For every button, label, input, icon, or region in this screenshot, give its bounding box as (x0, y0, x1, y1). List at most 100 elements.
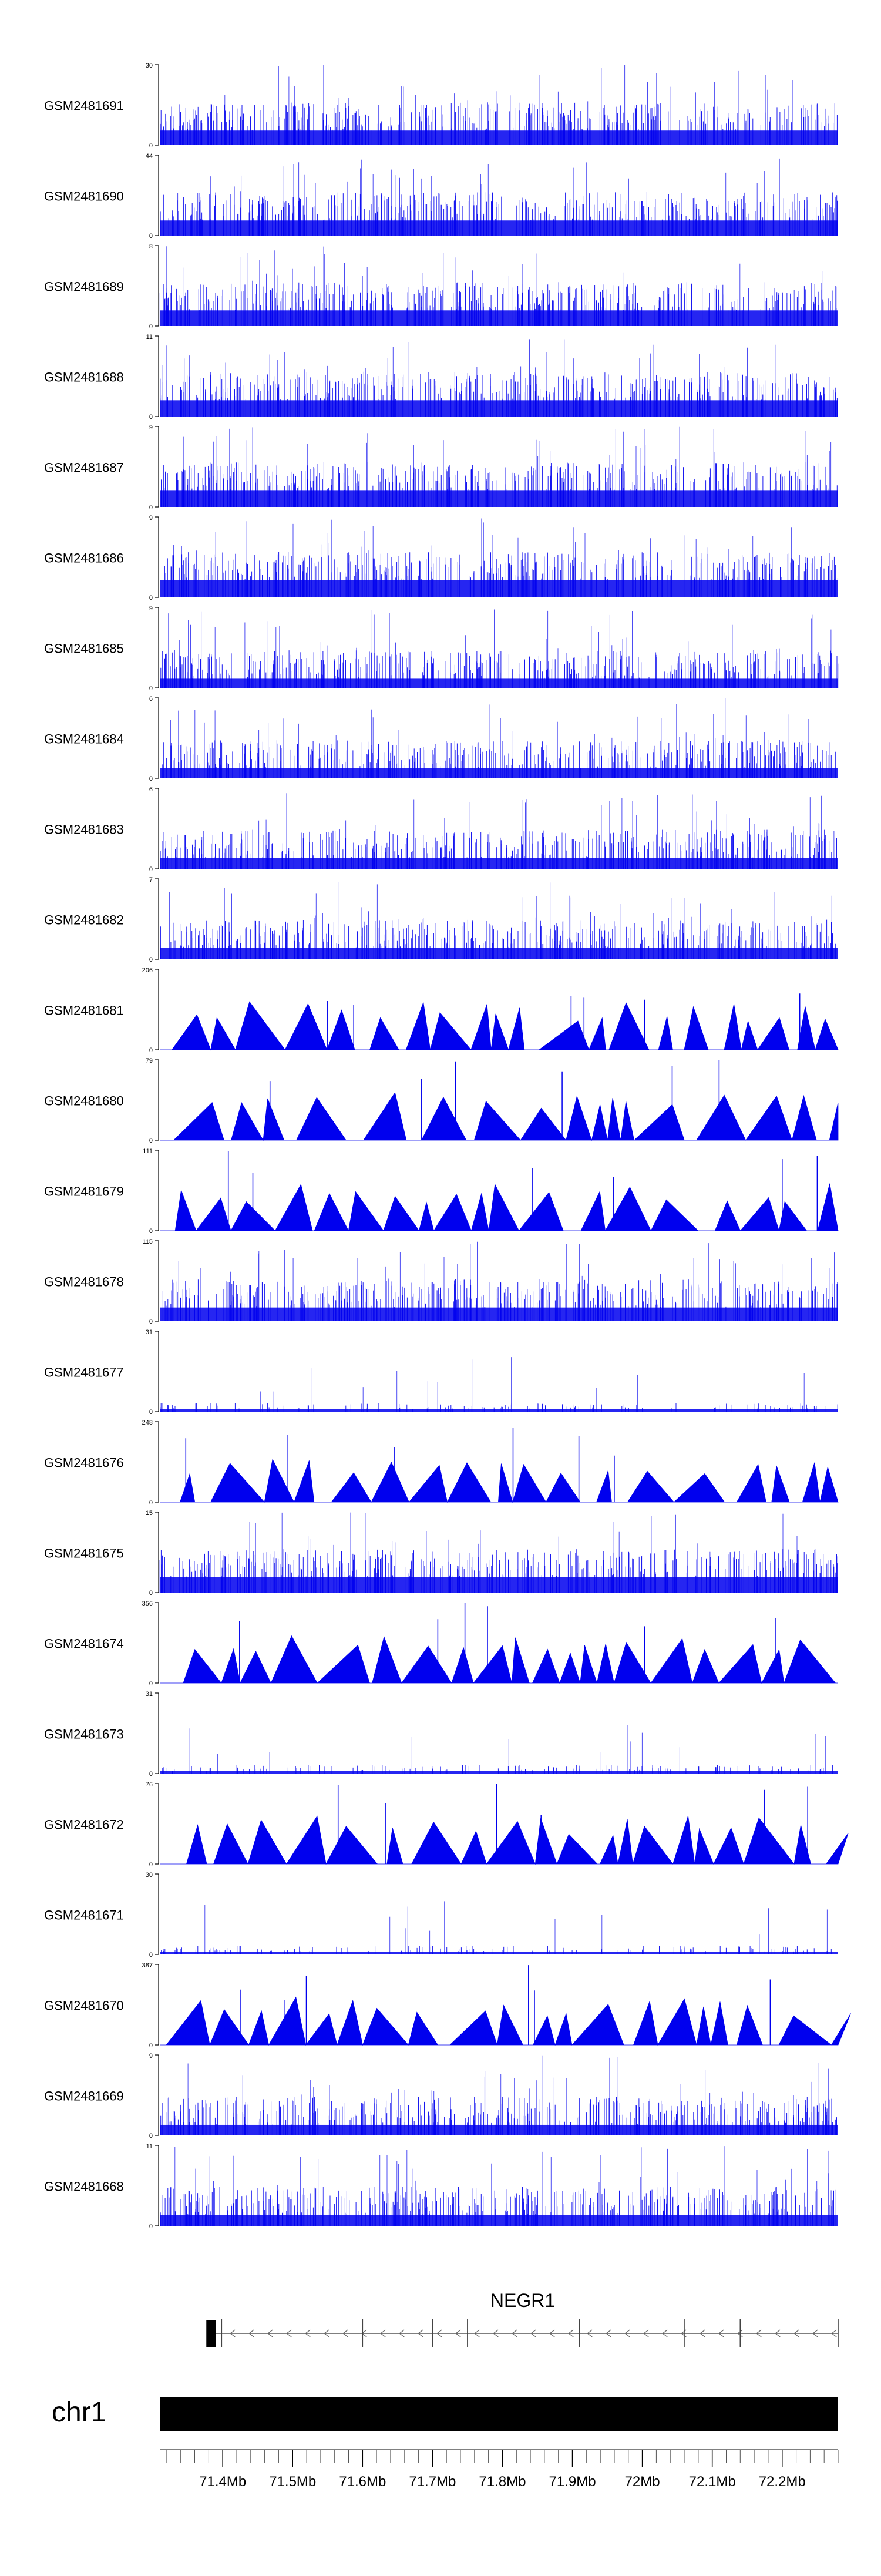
y-min-tick-label: 0 (149, 956, 153, 963)
track-label: GSM2481681 (44, 1003, 124, 1018)
y-min-tick-label: 0 (149, 1771, 153, 1778)
y-min-tick-label: 0 (149, 1590, 153, 1597)
chromosome-ideogram-track: chr1 (52, 2397, 838, 2431)
track-label: GSM2481687 (44, 461, 124, 475)
coverage-signal (160, 1151, 839, 1232)
coverage-signal (160, 1725, 838, 1774)
y-max-tick-label: 248 (142, 1419, 153, 1426)
y-max-tick-label: 111 (143, 1148, 153, 1155)
y-max-tick-label: 9 (149, 605, 153, 612)
signal-spikes (169, 882, 832, 959)
signal-bars (162, 1765, 833, 1774)
signal-spikes (337, 1784, 808, 1864)
track-label: GSM2481668 (44, 2179, 124, 2194)
signal-bars (164, 552, 838, 597)
y-min-tick-label: 0 (149, 775, 153, 782)
y-min-tick-label: 0 (149, 1952, 153, 1959)
track-y-axis: 90 (149, 605, 159, 692)
signal-bars (160, 829, 837, 869)
track-y-axis: 111 0 (143, 1148, 159, 1235)
x-tick-label: 71.4Mb (199, 2474, 246, 2490)
track-label: GSM2481680 (44, 1094, 124, 1109)
track-label: GSM2481674 (44, 1637, 124, 1651)
coverage-signal (160, 65, 838, 145)
y-max-tick-label: 6 (149, 786, 153, 793)
track-label: GSM2481675 (44, 1546, 124, 1561)
coverage-signal (160, 158, 838, 236)
track-label: GSM2481677 (44, 1365, 124, 1380)
track-y-axis: 11 0 (146, 334, 159, 421)
signal-bars (160, 1403, 838, 1412)
track-y-axis: 15 0 (146, 1510, 159, 1597)
coverage-signal (159, 1512, 838, 1593)
y-min-tick-label: 0 (149, 2132, 153, 2140)
signal-spikes (178, 1241, 835, 1321)
coverage-signal (160, 1603, 838, 1684)
signal-spikes (185, 1428, 615, 1502)
signal-bars (162, 740, 836, 778)
track-y-axis: 30 0 (146, 1872, 159, 1959)
peak-area (160, 1458, 839, 1503)
track-label: GSM2481671 (44, 1908, 124, 1923)
track-label: GSM2481676 (44, 1456, 124, 1470)
coverage-signal (160, 1060, 839, 1141)
track-y-axis: 90 (149, 515, 159, 602)
track-GSM2481670: GSM2481670 387 0 (44, 1962, 851, 2049)
peak-area (160, 1001, 839, 1051)
y-max-tick-label: 6 (149, 696, 153, 703)
signal-spikes (227, 1151, 818, 1231)
signal-bars (160, 2097, 837, 2135)
coverage-baseline-band (160, 310, 838, 326)
coverage-signal (160, 1901, 838, 1954)
coverage-baseline-band (160, 678, 838, 688)
track-label: GSM2481684 (44, 732, 124, 747)
coverage-signal (160, 2146, 838, 2226)
y-min-tick-label: 0 (149, 1137, 153, 1144)
track-GSM2481672: GSM2481672 76 0 (44, 1781, 849, 1868)
genomic-axis: 71.4Mb 71.5Mb 71.6Mb 71.7Mb 71.8Mb 71.9Mb 72Mb… (160, 2449, 839, 2490)
track-GSM2481690: GSM2481690 44 0 (44, 153, 838, 240)
y-min-tick-label: 0 (149, 1047, 153, 1054)
y-max-tick-label: 9 (149, 515, 153, 522)
signal-bars (161, 1946, 832, 1954)
y-min-tick-label: 0 (149, 414, 153, 421)
signal-bars (160, 919, 836, 959)
track-GSM2481668: GSM2481668 11 0 (44, 2143, 838, 2230)
track-y-axis: 30 0 (146, 62, 159, 149)
coverage-baseline-band (160, 858, 838, 869)
coverage-signal (160, 1241, 838, 1321)
x-tick-label: 72Mb (625, 2474, 660, 2490)
coverage-baseline-band (160, 2214, 838, 2226)
peak-area (160, 1815, 849, 1865)
y-max-tick-label: 206 (142, 967, 153, 974)
y-max-tick-label: 31 (146, 1691, 153, 1698)
coverage-signal (160, 793, 838, 869)
track-y-axis: 387 0 (142, 1962, 159, 2049)
track-label: GSM2481679 (44, 1184, 124, 1199)
coverage-signal (160, 1428, 839, 1503)
y-max-tick-label: 79 (146, 1057, 153, 1064)
gene-name-label: NEGR1 (490, 2290, 555, 2311)
x-tick-label: 71.6Mb (339, 2474, 386, 2490)
coverage-baseline-band (160, 1952, 838, 1954)
signal-spikes (183, 426, 832, 507)
signal-spikes (189, 1725, 826, 1774)
y-max-tick-label: 9 (149, 2053, 153, 2060)
y-min-tick-label: 0 (149, 1680, 153, 1687)
signal-spikes (239, 1603, 776, 1683)
peak-area (160, 1635, 838, 1684)
x-tick-label: 72.2Mb (759, 2474, 806, 2490)
track-GSM2481678: GSM2481678 115 0 (44, 1238, 838, 1325)
track-GSM2481677: GSM2481677 31 0 (44, 1329, 838, 1416)
chromosome-band (160, 2397, 838, 2431)
y-min-tick-label: 0 (149, 1409, 153, 1416)
track-GSM2481676: GSM2481676 248 0 (44, 1419, 839, 1506)
coverage-signal (160, 2055, 838, 2135)
track-GSM2481674: GSM2481674 356 0 (44, 1600, 838, 1687)
track-GSM2481688: GSM2481688 11 0 (44, 334, 838, 421)
